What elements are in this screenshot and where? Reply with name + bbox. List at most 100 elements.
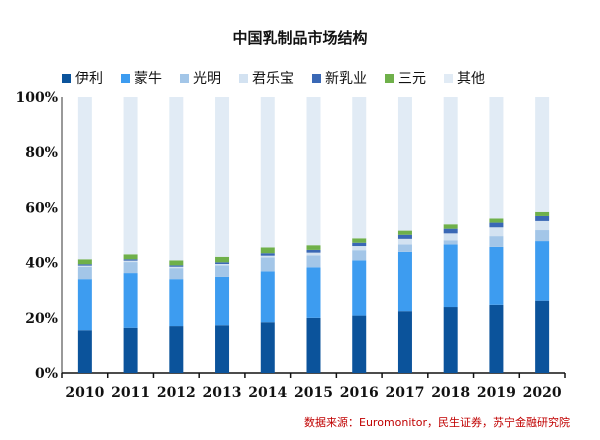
bar-segment-其他 xyxy=(397,97,412,231)
legend-item: 新乳业 xyxy=(312,68,367,88)
bar-segment-其他 xyxy=(215,97,230,257)
bar-segment-君乐宝 xyxy=(123,260,138,263)
legend-item: 伊利 xyxy=(62,68,103,88)
bar-segment-三元 xyxy=(123,254,138,260)
bar-segment-君乐宝 xyxy=(306,252,321,256)
bar-segment-光明 xyxy=(535,230,550,242)
bar-segment-光明 xyxy=(489,236,504,247)
bar-segment-三元 xyxy=(489,218,504,223)
bar-segment-君乐宝 xyxy=(352,246,367,251)
bar-segment-其他 xyxy=(169,97,184,261)
bar-segment-三元 xyxy=(535,211,550,216)
bar-segment-三元 xyxy=(260,247,275,254)
y-tick-label: 80% xyxy=(25,145,58,161)
bar-segment-伊利 xyxy=(489,304,504,373)
y-tick-label: 60% xyxy=(25,200,58,216)
bar-segment-伊利 xyxy=(260,322,275,373)
bar-segment-三元 xyxy=(306,245,321,250)
bar-segment-蒙牛 xyxy=(169,279,184,327)
legend-label: 其他 xyxy=(457,71,485,87)
x-tick-label: 2020 xyxy=(523,385,562,401)
bar-segment-蒙牛 xyxy=(535,241,550,301)
bar-segment-蒙牛 xyxy=(215,276,230,326)
legend-swatch xyxy=(385,73,394,83)
bar-segment-蒙牛 xyxy=(443,244,458,308)
legend-item: 君乐宝 xyxy=(239,68,294,88)
bar-segment-新乳业 xyxy=(535,215,550,221)
bar-segment-伊利 xyxy=(535,300,550,373)
bar-segment-新乳业 xyxy=(215,262,230,264)
legend-label: 蒙牛 xyxy=(134,71,162,87)
legend-swatch xyxy=(62,73,71,83)
bar-segment-其他 xyxy=(306,97,321,246)
bar-segment-君乐宝 xyxy=(215,263,230,266)
legend-item: 光明 xyxy=(180,68,221,88)
legend-item: 三元 xyxy=(385,68,426,88)
bar-segment-三元 xyxy=(169,260,184,266)
bar-segment-伊利 xyxy=(77,330,92,373)
bar-segment-光明 xyxy=(215,265,230,277)
bar-segment-伊利 xyxy=(123,327,138,373)
y-tick-label: 40% xyxy=(25,256,58,272)
bar-segment-君乐宝 xyxy=(535,220,550,231)
y-tick-label: 100% xyxy=(15,90,58,106)
bar-segment-蒙牛 xyxy=(306,267,321,318)
legend-label: 君乐宝 xyxy=(252,71,294,87)
x-tick-label: 2017 xyxy=(385,385,424,401)
bar-segment-其他 xyxy=(77,97,92,260)
bar-segment-光明 xyxy=(77,267,92,280)
bar-segment-三元 xyxy=(352,238,367,243)
bar-segment-三元 xyxy=(397,230,412,235)
bar-segment-新乳业 xyxy=(489,222,504,228)
bar-segment-伊利 xyxy=(443,307,458,373)
legend-swatch xyxy=(121,73,130,83)
bar-segment-蒙牛 xyxy=(260,271,275,323)
legend-label: 伊利 xyxy=(75,71,103,87)
bar-segment-新乳业 xyxy=(169,265,184,267)
bar-segment-君乐宝 xyxy=(169,266,184,269)
bar-segment-光明 xyxy=(352,250,367,261)
bar-segment-新乳业 xyxy=(443,228,458,234)
bar-segment-新乳业 xyxy=(260,253,275,256)
bar-segment-蒙牛 xyxy=(77,279,92,331)
bar-segment-其他 xyxy=(352,97,367,239)
legend-swatch xyxy=(312,73,321,83)
x-tick-label: 2014 xyxy=(248,385,287,401)
x-tick-label: 2013 xyxy=(203,385,242,401)
bar-segment-其他 xyxy=(443,97,458,225)
bar-segment-新乳业 xyxy=(352,242,367,247)
bar-segment-光明 xyxy=(397,244,412,252)
bar-segment-三元 xyxy=(215,256,230,263)
bar-segment-君乐宝 xyxy=(443,233,458,241)
bar-segment-蒙牛 xyxy=(123,273,138,328)
legend-swatch xyxy=(444,73,453,83)
x-tick-label: 2015 xyxy=(294,385,333,401)
legend-item: 蒙牛 xyxy=(121,68,162,88)
bar-segment-其他 xyxy=(535,97,550,212)
bar-segment-新乳业 xyxy=(77,264,92,266)
bar-segment-君乐宝 xyxy=(77,265,92,268)
bar-segment-君乐宝 xyxy=(260,255,275,258)
legend-label: 新乳业 xyxy=(325,71,367,87)
bar-segment-蒙牛 xyxy=(489,246,504,305)
bar-segment-光明 xyxy=(443,240,458,245)
bar-segment-三元 xyxy=(443,224,458,229)
bar-segment-伊利 xyxy=(215,325,230,373)
bar-segment-光明 xyxy=(169,268,184,280)
bar-segment-光明 xyxy=(123,262,138,274)
x-tick-label: 2019 xyxy=(477,385,516,401)
bar-segment-蒙牛 xyxy=(397,251,412,312)
bar-segment-其他 xyxy=(123,97,138,255)
bar-segment-光明 xyxy=(306,255,321,268)
y-tick-label: 0% xyxy=(35,366,58,382)
bar-segment-伊利 xyxy=(397,311,412,373)
bar-segment-新乳业 xyxy=(397,234,412,239)
legend-swatch xyxy=(180,73,189,83)
bar-segment-三元 xyxy=(77,259,92,265)
x-tick-label: 2018 xyxy=(431,385,470,401)
bar-segment-伊利 xyxy=(169,326,184,373)
y-tick-label: 20% xyxy=(25,311,58,327)
x-tick-label: 2010 xyxy=(65,385,104,401)
legend-swatch xyxy=(239,73,248,83)
